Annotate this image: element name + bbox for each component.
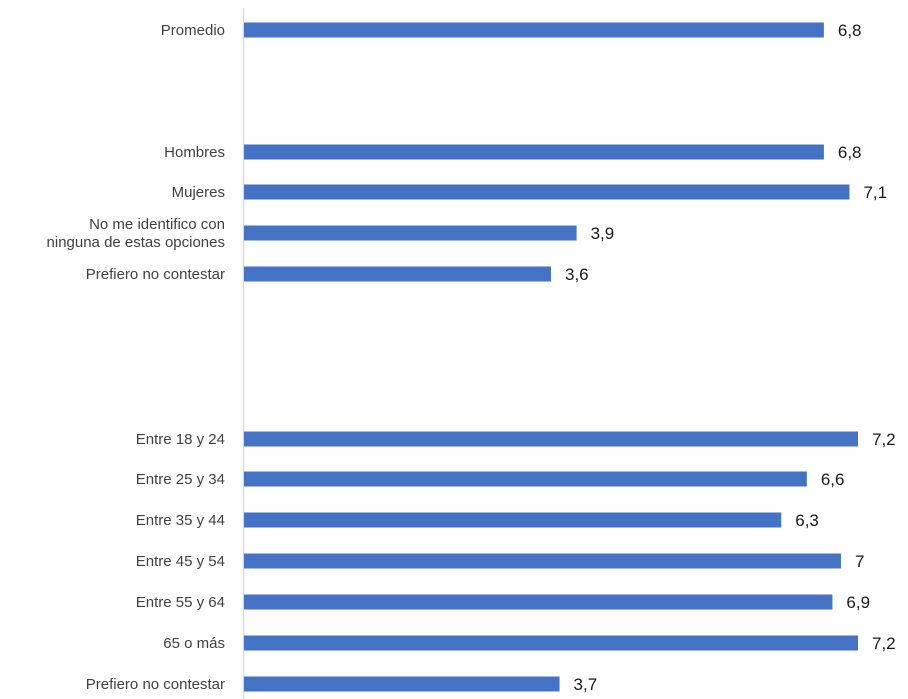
data-label: 7 xyxy=(855,552,864,571)
category-label: Entre 25 y 34 xyxy=(136,471,225,488)
bar xyxy=(244,266,551,282)
category-label: Mujeres xyxy=(172,184,225,201)
bar xyxy=(244,553,841,569)
category-label: Prefiero no contestar xyxy=(86,266,225,283)
bar-group xyxy=(244,22,858,692)
bar xyxy=(244,144,824,160)
category-label: No me identifico con ninguna de estas opc… xyxy=(47,216,225,251)
data-label: 7,2 xyxy=(872,634,896,653)
data-label: 6,6 xyxy=(821,470,845,489)
category-label: Entre 45 y 54 xyxy=(136,553,225,570)
data-label: 7,1 xyxy=(863,183,887,202)
data-label: 6,8 xyxy=(838,143,862,162)
data-label: 6,8 xyxy=(838,21,862,40)
bar xyxy=(244,512,782,528)
category-label: Entre 18 y 24 xyxy=(136,431,225,448)
bar xyxy=(244,225,577,241)
value-label-group: 6,8 6,8 7,1 3,9 3,6 7,2 6,6 6,3 7 6,9 7,2 3,7 xyxy=(565,21,896,694)
category-label: Entre 55 y 64 xyxy=(136,594,225,611)
data-label: 6,9 xyxy=(846,593,870,612)
data-label: 3,6 xyxy=(565,265,589,284)
data-label: 6,3 xyxy=(795,511,819,530)
category-label-group: Promedio Hombres Mujeres No me identifico c… xyxy=(47,22,225,693)
category-label: Promedio xyxy=(161,22,225,39)
bar xyxy=(244,676,560,692)
bar xyxy=(244,635,858,651)
bar xyxy=(244,471,807,487)
category-label: Prefiero no contestar xyxy=(86,676,225,693)
data-label: 3,9 xyxy=(591,224,615,243)
bar xyxy=(244,431,858,447)
data-label: 3,7 xyxy=(574,675,598,694)
bar xyxy=(244,22,824,38)
category-label: Hombres xyxy=(164,144,225,161)
bar xyxy=(244,594,833,610)
bar xyxy=(244,184,850,200)
category-label: 65 o más xyxy=(163,635,225,652)
category-label: Entre 35 y 44 xyxy=(136,512,225,529)
data-label: 7,2 xyxy=(872,430,896,449)
